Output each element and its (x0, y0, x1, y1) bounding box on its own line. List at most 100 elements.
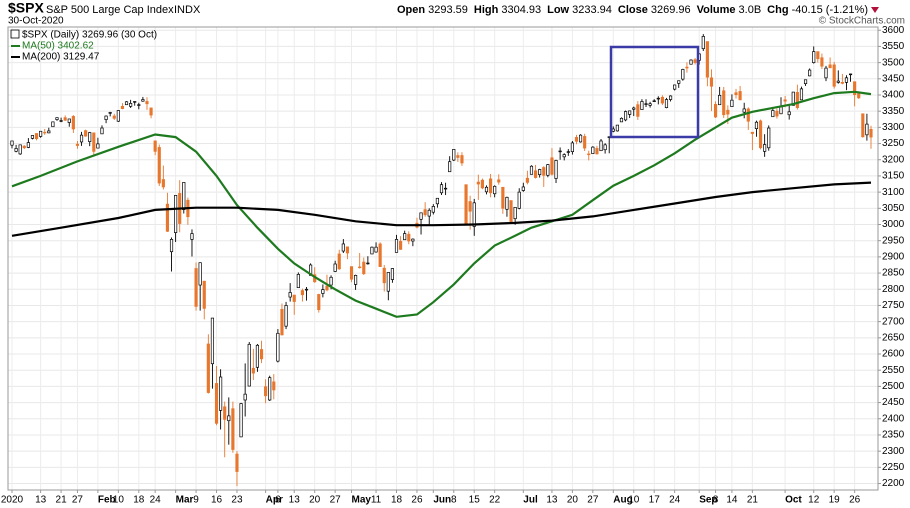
candle-body (366, 262, 370, 265)
candle-body (259, 349, 264, 360)
candle-body (194, 268, 198, 307)
x-tick-label: 14 (726, 495, 738, 506)
candle-body (358, 266, 362, 269)
candle-body (431, 206, 435, 213)
x-tick-label: 2020 (1, 495, 24, 506)
y-tick-label: 3000 (882, 219, 905, 230)
candle-body (43, 131, 47, 134)
candle-body (525, 177, 529, 183)
candle-body (399, 240, 403, 250)
x-tick-label: 12 (808, 495, 820, 506)
candle-body (677, 80, 681, 84)
candle-body (84, 130, 88, 137)
candle-body (791, 91, 795, 106)
candle-body (595, 148, 599, 155)
legend-title: $SPX (Daily) 3269.96 (30 Oct) (22, 30, 157, 41)
x-tick-label: 16 (211, 495, 223, 506)
plot-frame (7, 26, 879, 491)
candle-body (419, 212, 423, 220)
candle-body (239, 403, 243, 438)
candle-body (26, 142, 30, 148)
candle-body (174, 195, 178, 233)
candle-body (611, 128, 615, 132)
candle-body (763, 144, 767, 152)
candle-body (742, 108, 746, 113)
candle-body (517, 191, 521, 209)
candle-body (296, 274, 300, 288)
candle-body (182, 182, 186, 210)
legend-icon (10, 29, 20, 39)
candle-body (534, 170, 538, 178)
candle-body (108, 112, 112, 114)
candle-body (272, 381, 276, 391)
candle-body (480, 179, 484, 189)
y-tick-label: 3100 (882, 187, 905, 198)
quote-label: Open (397, 4, 425, 16)
candle-body (869, 128, 873, 138)
y-tick-label: 2500 (882, 381, 905, 392)
candle-body (423, 209, 427, 216)
candle-body (75, 143, 80, 146)
candle-body (394, 239, 399, 253)
candle-body (623, 111, 628, 121)
y-tick-label: 2250 (882, 462, 905, 473)
x-tick-label: 6 (275, 495, 281, 506)
ma-line (11, 90, 872, 318)
candle-body (104, 115, 108, 120)
highlight-box (609, 45, 700, 139)
candle-body (456, 155, 460, 158)
x-tick-label: May (352, 495, 372, 506)
candle-body (578, 134, 583, 143)
quote-value: 3304.93 (501, 4, 541, 16)
candle-body (255, 344, 260, 368)
candle-body (71, 116, 75, 130)
candle-body (632, 107, 636, 110)
quote: Open 3293.59 High 3304.93 Low 3233.94 Close 326… (397, 4, 868, 16)
candle-body (337, 253, 341, 270)
candle-body (370, 246, 374, 255)
y-tick-label: 2950 (882, 235, 905, 246)
candle-body (828, 64, 832, 69)
x-tick-label: 11 (371, 495, 382, 506)
x-tick-label: 10 (113, 495, 125, 506)
candle-body (464, 184, 468, 225)
candle-body (816, 51, 820, 60)
y-tick-label: 3250 (882, 138, 905, 149)
quote-value: -40.15 (-1.21%) (792, 4, 868, 16)
quote-label: Low (547, 4, 569, 16)
x-tick-label: 27 (330, 495, 342, 506)
candle-body (112, 115, 116, 119)
quote-label: Close (618, 4, 648, 16)
x-tick-label: 17 (649, 495, 661, 506)
x-tick-label: 18 (133, 495, 145, 506)
index-name: S&P 500 Large Cap Index (46, 4, 174, 16)
candle-body (738, 91, 742, 101)
candle-body (329, 276, 333, 286)
candle-body (411, 238, 415, 242)
candle-body (497, 179, 501, 183)
candle-body (853, 81, 857, 96)
candle-body (116, 110, 120, 122)
candle-body (693, 59, 697, 63)
y-tick-label: 3400 (882, 90, 905, 101)
candle-body (628, 110, 632, 115)
exchange: INDX (174, 4, 201, 16)
candle-body (100, 127, 104, 135)
candle-body (472, 202, 476, 227)
x-tick-label: 27 (587, 495, 599, 506)
candle-body (133, 101, 137, 103)
y-tick-label: 2450 (882, 397, 905, 408)
candle-body (120, 105, 125, 109)
candle-body (509, 200, 513, 222)
candle-body (701, 36, 705, 50)
x-tick-label: 18 (391, 495, 403, 506)
candle-body (223, 406, 227, 420)
y-tick-label: 2550 (882, 365, 905, 376)
x-tick-label: Oct (785, 495, 802, 506)
candle-body (546, 164, 550, 176)
date: 30-Oct-2020 (8, 16, 64, 27)
y-tick-label: 3300 (882, 122, 905, 133)
y-tick-label: 2400 (882, 413, 905, 424)
candle-body (718, 94, 722, 106)
